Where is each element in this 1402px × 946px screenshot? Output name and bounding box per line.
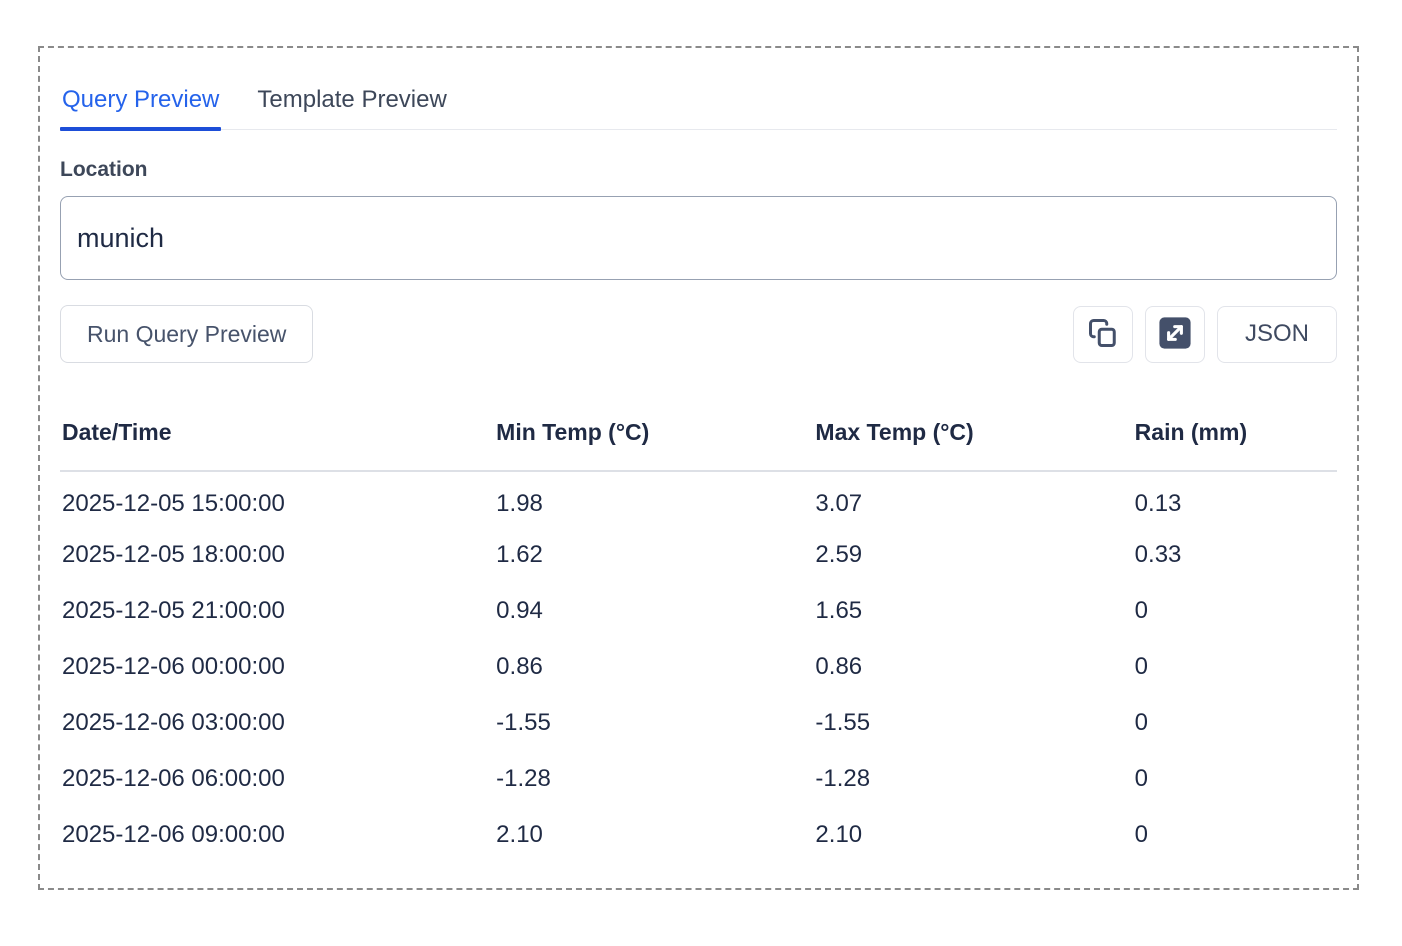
cell-min-temp: 1.98 <box>496 489 543 517</box>
table-row: 2025-12-05 15:00:00 1.98 3.07 0.13 <box>60 471 1337 527</box>
table-row: 2025-12-05 18:00:00 1.62 2.59 0.33 <box>60 527 1337 583</box>
location-label: Location <box>60 158 148 181</box>
query-preview-panel: Query Preview Template Preview Location … <box>38 46 1359 890</box>
cell-max-temp: 1.65 <box>815 597 863 624</box>
cell-rain: 0 <box>1134 597 1149 624</box>
cell-datetime: 2025-12-05 21:00:00 <box>62 597 285 624</box>
actions-row: Run Query Preview <box>60 305 1337 363</box>
cell-rain: 0.13 <box>1134 489 1182 517</box>
tab-bar: Query Preview Template Preview <box>60 86 1337 131</box>
cell-min-temp: 2.10 <box>496 821 543 848</box>
table-header-row: Date/Time Min Temp (°C) Max Temp (°C) Ra… <box>60 419 1337 472</box>
cell-datetime: 2025-12-06 06:00:00 <box>62 765 285 792</box>
cell-min-temp: 0.94 <box>496 597 543 624</box>
tab-template-preview[interactable]: Template Preview <box>257 86 447 113</box>
results-table: Date/Time Min Temp (°C) Max Temp (°C) Ra… <box>60 419 1337 863</box>
cell-rain: 0 <box>1134 709 1149 736</box>
cell-rain: 0.33 <box>1134 541 1182 568</box>
cell-min-temp: -1.28 <box>496 765 551 792</box>
cell-min-temp: 0.86 <box>496 653 543 680</box>
expand-icon <box>1158 316 1192 353</box>
cell-datetime: 2025-12-06 03:00:00 <box>62 709 285 736</box>
cell-min-temp: -1.55 <box>496 709 551 736</box>
cell-min-temp: 1.62 <box>496 541 543 568</box>
result-toolbar: JSON <box>1072 305 1337 363</box>
copy-button[interactable] <box>1072 305 1133 363</box>
expand-button[interactable] <box>1144 305 1205 363</box>
run-query-preview-button[interactable]: Run Query Preview <box>60 305 314 363</box>
column-header-rain: Rain (mm) <box>1132 419 1337 472</box>
column-header-datetime: Date/Time <box>60 419 495 472</box>
table-row: 2025-12-06 09:00:00 2.10 2.10 0 <box>60 807 1337 863</box>
column-header-min-temp: Min Temp (°C) <box>494 419 814 472</box>
cell-datetime: 2025-12-05 18:00:00 <box>62 541 285 568</box>
cell-datetime: 2025-12-06 09:00:00 <box>62 821 285 848</box>
table-row: 2025-12-06 06:00:00 -1.28 -1.28 0 <box>60 751 1337 807</box>
cell-datetime: 2025-12-05 15:00:00 <box>62 489 285 517</box>
cell-max-temp: 0.86 <box>815 653 863 680</box>
json-button[interactable]: JSON <box>1216 305 1337 363</box>
cell-max-temp: 3.07 <box>815 489 863 517</box>
cell-rain: 0 <box>1134 821 1149 848</box>
table-row: 2025-12-06 00:00:00 0.86 0.86 0 <box>60 639 1337 695</box>
column-header-max-temp: Max Temp (°C) <box>813 419 1133 472</box>
cell-max-temp: -1.55 <box>815 709 871 736</box>
cell-datetime: 2025-12-06 00:00:00 <box>62 653 285 680</box>
tab-query-preview[interactable]: Query Preview <box>60 86 222 131</box>
cell-max-temp: 2.59 <box>815 541 863 568</box>
cell-max-temp: 2.10 <box>815 821 863 848</box>
table-row: 2025-12-05 21:00:00 0.94 1.65 0 <box>60 583 1337 639</box>
cell-rain: 0 <box>1134 765 1149 792</box>
location-input[interactable] <box>60 196 1337 280</box>
table-row: 2025-12-06 03:00:00 -1.55 -1.55 0 <box>60 695 1337 751</box>
copy-icon <box>1088 318 1118 351</box>
cell-rain: 0 <box>1134 653 1149 680</box>
cell-max-temp: -1.28 <box>815 765 871 792</box>
